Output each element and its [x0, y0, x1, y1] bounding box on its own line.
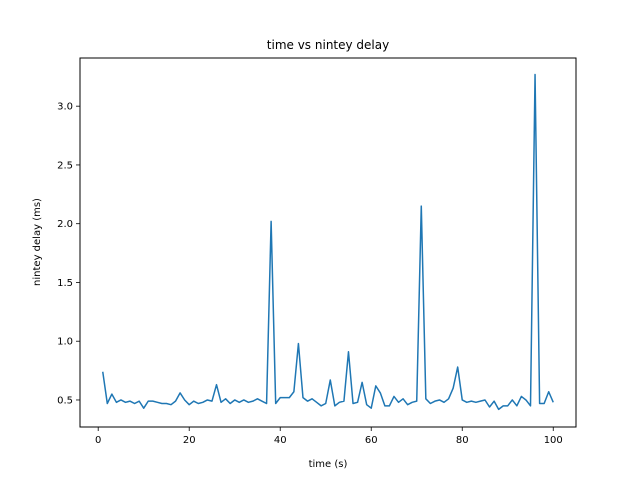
x-tick-label: 40	[274, 435, 287, 446]
y-tick-label: 1.5	[57, 278, 73, 289]
chart-title: time vs nintey delay	[267, 38, 389, 52]
y-tick-label: 2.0	[57, 219, 73, 230]
series-line-0	[102, 73, 554, 411]
y-tick-label: 1.0	[57, 337, 73, 348]
x-tick-label: 100	[544, 435, 563, 446]
y-tick-label: 3.0	[57, 102, 73, 113]
y-tick-label: 0.5	[57, 395, 73, 406]
plot-area	[102, 73, 554, 411]
x-axis-label: time (s)	[309, 459, 348, 470]
y-axis: 0.5 1.0 1.5 2.0 2.5 3.0	[57, 102, 80, 406]
x-tick-label: 0	[95, 435, 101, 446]
x-axis: 0 20 40 60 80 100	[95, 427, 563, 446]
y-axis-label: nintey delay (ms)	[32, 198, 43, 286]
axes-frame	[79, 57, 577, 428]
x-tick-label: 60	[365, 435, 378, 446]
x-tick-label: 80	[456, 435, 469, 446]
y-tick-label: 2.5	[57, 160, 73, 171]
x-tick-label: 20	[183, 435, 196, 446]
